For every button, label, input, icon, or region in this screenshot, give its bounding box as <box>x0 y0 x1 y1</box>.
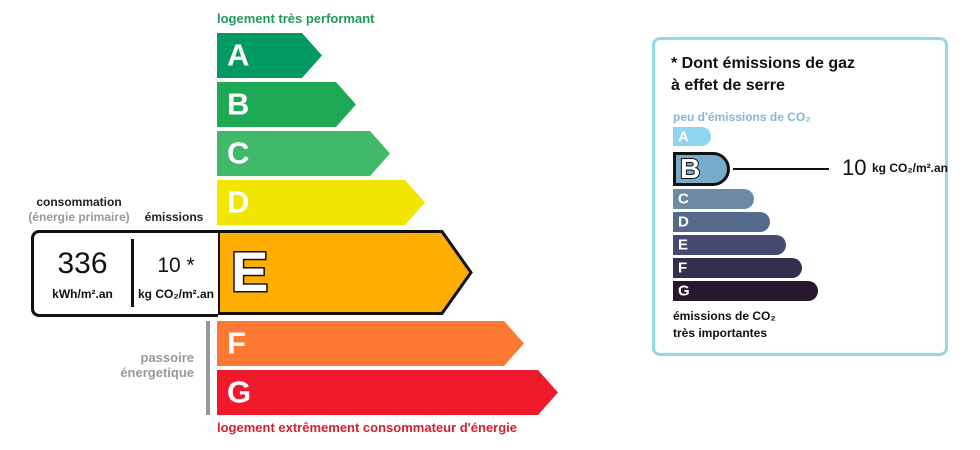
consumption-label: consommation <box>36 195 122 209</box>
energy-class-g: G <box>217 370 558 415</box>
divider <box>131 239 134 307</box>
class-letter: F <box>227 324 246 360</box>
top-caption: logement très performant <box>217 11 375 26</box>
class-letter: G <box>678 282 690 300</box>
ghg-class-e: E <box>673 235 786 255</box>
energy-class-a: A <box>217 33 322 78</box>
class-letter: F <box>678 259 688 277</box>
passoire-line1: passoire <box>140 350 194 365</box>
class-letter: B <box>227 85 250 121</box>
energy-class-e: E <box>217 230 473 315</box>
selected-arrow <box>217 230 473 315</box>
class-letter: D <box>227 183 250 219</box>
class-letter: D <box>678 213 689 231</box>
ghg-panel: * Dont émissions de gaz à effet de serre… <box>652 37 948 356</box>
ghg-title-line1: * Dont émissions de gaz <box>671 55 856 72</box>
ghg-class-a: A <box>673 127 711 146</box>
value-box: 336 kWh/m².an 10 * kg CO₂/m².an <box>31 230 218 317</box>
energy-class-c: C <box>217 131 390 176</box>
class-letter: E <box>229 238 269 304</box>
ghg-unit: kg CO₂/m².an <box>872 161 949 175</box>
bottom-caption: logement extrêmement consommateur d'éner… <box>217 420 518 435</box>
ghg-class-c: C <box>673 189 754 209</box>
passoire-bar <box>206 321 210 415</box>
ghg-top-caption: peu d'émissions de CO₂ <box>673 110 811 124</box>
energy-class-d: D <box>217 180 425 225</box>
ghg-title: * Dont émissions de gaz à effet de serre <box>671 53 855 97</box>
ghg-title-line2: à effet de serre <box>671 77 785 94</box>
ghg-class-f: F <box>673 258 802 278</box>
class-letter: A <box>678 128 689 145</box>
consumption-unit: kWh/m².an <box>52 287 113 301</box>
class-letter: E <box>678 236 689 254</box>
passoire-line2: énergetique <box>120 365 194 380</box>
ghg-class-b: B <box>673 152 730 186</box>
ghg-bottom-line1: émissions de CO₂ <box>673 309 776 323</box>
class-letter: C <box>227 134 250 170</box>
class-letter: B <box>679 152 701 185</box>
ghg-bottom-line2: très importantes <box>673 326 768 340</box>
passoire-label: passoire énergetique <box>100 350 194 380</box>
energy-class-f: F <box>217 321 524 366</box>
ghg-value: 10 <box>842 155 867 180</box>
class-letter: G <box>227 373 252 409</box>
ghg-class-g: G <box>673 281 818 301</box>
energy-class-b: B <box>217 82 356 127</box>
consumption-sub-label: (énergie primaire) <box>28 210 130 224</box>
emissions-value: 10 * <box>157 254 195 277</box>
ghg-bottom-caption: émissions de CO₂ très importantes <box>673 308 776 342</box>
emissions-label: émissions <box>144 210 204 224</box>
consumption-value: 336 <box>57 247 108 280</box>
ghg-class-d: D <box>673 212 770 232</box>
class-letter: C <box>678 190 689 208</box>
class-letter: A <box>227 36 250 72</box>
ghg-pointer-line <box>733 168 829 170</box>
emissions-unit: kg CO₂/m².an <box>137 287 214 301</box>
